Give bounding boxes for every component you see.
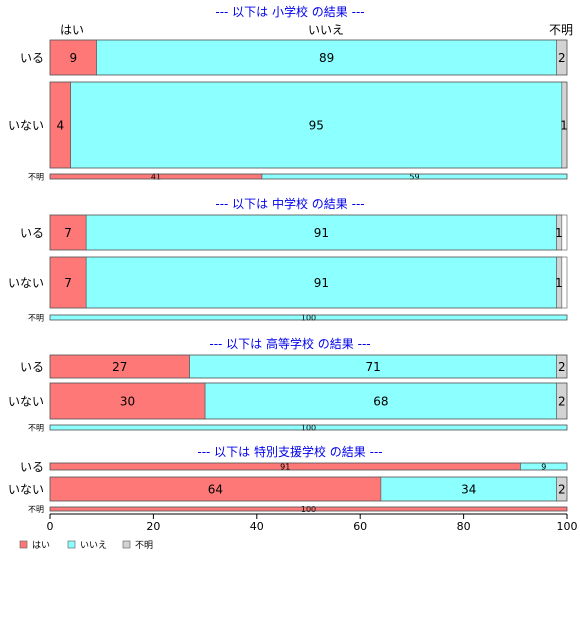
bar-value-label: 91: [280, 462, 290, 471]
bar-value-label: 4: [57, 118, 65, 132]
column-header-1: いいえ: [308, 23, 344, 37]
bar-outline: [49, 214, 568, 251]
legend-swatch: [67, 540, 76, 549]
x-tick-label: 60: [353, 520, 367, 533]
bar-segment: [49, 256, 87, 309]
row-label: いる: [20, 226, 44, 240]
panel-title: --- 以下は 特別支援学校 の結果 ---: [197, 444, 382, 459]
bar-value-label: 2: [558, 394, 566, 408]
legend-swatch: [19, 540, 28, 549]
column-header-0: はい: [60, 23, 84, 37]
bar-value-label: 7: [64, 226, 72, 240]
bar-outline: [49, 39, 568, 76]
row-label: いない: [8, 118, 44, 132]
bar-value-label: 41: [151, 172, 161, 181]
x-tick-label: 80: [457, 520, 471, 533]
legend-label: いいえ: [80, 540, 107, 551]
bar-outline: [49, 256, 568, 309]
row-label: 不明: [28, 172, 44, 181]
bar-value-label: 59: [409, 172, 419, 181]
row-label: 不明: [28, 423, 44, 432]
bar-outline: [49, 476, 568, 502]
row-label: 不明: [28, 505, 44, 514]
bar-value-label: 2: [558, 51, 566, 65]
bar-outline: [49, 314, 568, 321]
bar-outline: [49, 173, 568, 180]
bar-value-label: 2: [558, 360, 566, 374]
panel-title: --- 以下は 高等学校 の結果 ---: [209, 336, 370, 351]
bar-outline: [49, 462, 568, 471]
x-tick-label: 20: [146, 520, 160, 533]
row-label: いない: [8, 482, 44, 496]
bar-outline: [49, 424, 568, 431]
bar-value-label: 9: [69, 51, 77, 65]
bar-value-label: 91: [314, 276, 329, 290]
bar-value-label: 100: [301, 423, 316, 432]
bar-value-label: 89: [319, 51, 334, 65]
bar-value-label: 2: [558, 482, 566, 496]
bar-value-label: 1: [555, 276, 563, 290]
row-label: いない: [8, 276, 44, 290]
bar-value-label: 9: [541, 462, 546, 471]
legend-label: 不明: [135, 540, 153, 551]
bar-segment: [49, 39, 97, 76]
bar-value-label: 68: [373, 394, 388, 408]
row-label: いる: [20, 51, 44, 65]
bar-value-label: 27: [112, 360, 127, 374]
bar-value-label: 7: [64, 276, 72, 290]
bar-value-label: 100: [301, 313, 316, 322]
bar-value-label: 30: [120, 394, 135, 408]
bar-value-label: 64: [208, 482, 223, 496]
x-tick-label: 100: [557, 520, 578, 533]
row-label: 不明: [28, 313, 44, 322]
bar-value-label: 1: [555, 226, 563, 240]
x-tick-label: 0: [47, 520, 54, 533]
bar-value-label: 1: [560, 118, 568, 132]
column-header-2: 不明: [549, 23, 573, 37]
bar-segment: [96, 39, 557, 76]
bar-segment: [85, 214, 557, 251]
panel-title: --- 以下は 小学校 の結果 ---: [215, 4, 364, 19]
bar-segment: [49, 382, 206, 420]
bar-value-label: 100: [301, 505, 316, 514]
panel-title: --- 以下は 中学校 の結果 ---: [215, 196, 364, 211]
x-tick-label: 40: [250, 520, 264, 533]
bar-value-label: 91: [314, 226, 329, 240]
row-label: いる: [20, 360, 44, 374]
row-label: いる: [20, 460, 44, 474]
legend-label: はい: [32, 540, 50, 551]
bar-value-label: 71: [365, 360, 380, 374]
bar-outline: [49, 382, 568, 420]
row-label: いない: [8, 394, 44, 408]
bar-segment: [70, 81, 563, 169]
bar-outline: [49, 506, 568, 512]
bar-outline: [49, 81, 568, 169]
bar-value-label: 34: [461, 482, 476, 496]
legend-swatch: [122, 540, 131, 549]
bar-value-label: 95: [309, 118, 324, 132]
bar-outline: [49, 354, 568, 379]
